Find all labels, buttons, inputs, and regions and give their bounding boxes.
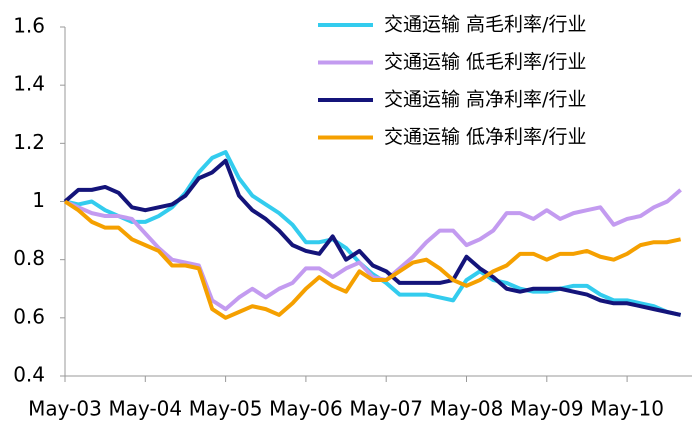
y-tick-label: 0.8 (13, 246, 45, 270)
series-line (63, 199, 682, 320)
legend-label: 交通运输 高净利率/行业 (384, 89, 586, 111)
series-line (64, 150, 682, 317)
y-tick-label: 1.6 (13, 14, 45, 38)
x-tick-label: May-08 (430, 397, 504, 421)
y-tick-label: 1.2 (13, 130, 45, 154)
y-tick-label: 0.4 (13, 363, 45, 387)
x-tick-label: May-04 (108, 397, 182, 421)
x-tick-label: May-03 (28, 397, 102, 421)
legend-label: 交通运输 低毛利率/行业 (384, 51, 586, 73)
y-tick-label: 1 (32, 188, 45, 212)
legend-label: 交通运输 低净利率/行业 (384, 126, 586, 148)
x-tick-label: May-10 (590, 397, 664, 421)
x-tick-label: May-05 (189, 397, 263, 421)
y-tick-label: 0.6 (13, 304, 45, 328)
y-tick-label: 1.4 (13, 72, 45, 96)
series-line (63, 158, 682, 317)
series-line (64, 188, 682, 312)
x-tick-label: May-09 (510, 397, 584, 421)
legend-label: 交通运输 高毛利率/行业 (384, 14, 586, 36)
x-tick-label: May-06 (269, 397, 343, 421)
x-tick-label: May-07 (349, 397, 423, 421)
